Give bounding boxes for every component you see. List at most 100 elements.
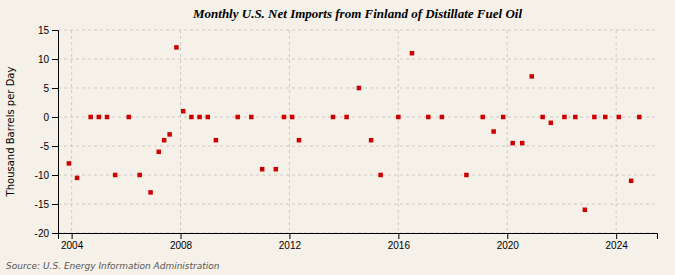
- tick: 15: [38, 25, 58, 36]
- tick-label: -10: [35, 170, 50, 181]
- point: [491, 129, 496, 134]
- point: [282, 115, 287, 120]
- point: [637, 115, 642, 120]
- y-axis: -20 -15 -10 -5 0 5 10 15: [35, 25, 59, 239]
- tick-label: 2004: [61, 240, 84, 251]
- point: [617, 115, 622, 120]
- tick-label: 10: [38, 54, 50, 65]
- point: [249, 115, 254, 120]
- point: [378, 173, 383, 178]
- tick: -10: [35, 170, 58, 181]
- point: [464, 173, 469, 178]
- point: [189, 115, 194, 120]
- point: [440, 115, 445, 120]
- title: Monthly U.S. Net Imports from Finland of…: [192, 6, 522, 21]
- point: [113, 173, 118, 178]
- grid-line-y: [58, 59, 657, 60]
- tick-label: -15: [35, 199, 50, 210]
- point: [274, 167, 279, 172]
- point: [75, 176, 80, 181]
- tick: 5: [43, 83, 58, 94]
- point: [583, 208, 588, 213]
- point: [357, 86, 362, 91]
- tick-mark: [289, 233, 290, 239]
- point: [127, 115, 132, 120]
- tick: -20: [35, 228, 58, 239]
- point: [148, 190, 153, 195]
- tick-mark: [181, 233, 182, 239]
- point: [260, 167, 265, 172]
- tick-label: 0: [43, 112, 49, 123]
- tick: 2016: [388, 233, 411, 251]
- grid-line-y: [58, 30, 657, 31]
- grid-line-y: [58, 146, 657, 147]
- axis-line: [52, 31, 59, 234]
- point: [410, 51, 415, 56]
- tick: -5: [40, 141, 58, 152]
- tick: 10: [38, 54, 58, 65]
- plot: 2004 2008 2012 2016 2020 2024 -20 -15 -10 -5 0 5 10 1…: [35, 25, 658, 251]
- grid-line-x: [71, 30, 72, 233]
- grid-line-y: [58, 204, 657, 205]
- point: [88, 115, 93, 120]
- y-axis-title: Thousand Barrels per Day: [5, 67, 16, 198]
- point: [629, 179, 634, 184]
- grid-line-x: [398, 30, 399, 233]
- tick-mark: [52, 175, 58, 176]
- axis-line: [59, 234, 658, 240]
- grid-line-y: [58, 175, 657, 176]
- point: [573, 115, 578, 120]
- grid-line-x: [616, 30, 617, 233]
- tick: 2020: [497, 233, 520, 251]
- point: [530, 74, 535, 79]
- tick-label: 2008: [170, 240, 193, 251]
- tick-mark: [52, 204, 58, 205]
- tick-label: 15: [38, 25, 50, 36]
- tick: 2024: [606, 233, 629, 251]
- tick: 0: [43, 112, 58, 123]
- tick-mark: [52, 59, 58, 60]
- chart: 2004 2008 2012 2016 2020 2024 -20 -15 -10 -5 0 5 10 1…: [0, 0, 675, 275]
- point: [480, 115, 485, 120]
- grid-line-y: [58, 117, 657, 118]
- point: [97, 115, 102, 120]
- point: [344, 115, 349, 120]
- point: [105, 115, 110, 120]
- point: [167, 132, 172, 137]
- tick-mark: [52, 117, 58, 118]
- point: [331, 115, 336, 120]
- point: [174, 45, 179, 50]
- points: [67, 45, 642, 212]
- point: [603, 115, 608, 120]
- point: [67, 161, 72, 166]
- grid-line-x: [180, 30, 181, 233]
- point: [162, 138, 167, 143]
- grid: [58, 30, 657, 233]
- point: [501, 115, 506, 120]
- point: [297, 138, 302, 143]
- tick-mark: [398, 233, 399, 239]
- tick-mark: [72, 233, 73, 239]
- point: [396, 115, 401, 120]
- point: [156, 150, 161, 155]
- point: [426, 115, 431, 120]
- tick-mark: [52, 233, 58, 234]
- point: [137, 173, 142, 178]
- tick-mark: [52, 88, 58, 89]
- point: [206, 115, 211, 120]
- tick: 2004: [61, 233, 84, 251]
- point: [197, 115, 202, 120]
- tick-label: 2020: [497, 240, 520, 251]
- tick-label: -20: [35, 228, 50, 239]
- tick-mark: [52, 146, 58, 147]
- tick-label: 2012: [279, 240, 302, 251]
- tick-mark: [507, 233, 508, 239]
- tick-label: 2016: [388, 240, 411, 251]
- source: Source: U.S. Energy Information Administ…: [6, 261, 220, 271]
- tick-mark: [52, 30, 58, 31]
- tick-label: 2024: [606, 240, 629, 251]
- tick-label: 5: [43, 83, 49, 94]
- tick: 2008: [170, 233, 193, 251]
- point: [290, 115, 295, 120]
- point: [369, 138, 374, 143]
